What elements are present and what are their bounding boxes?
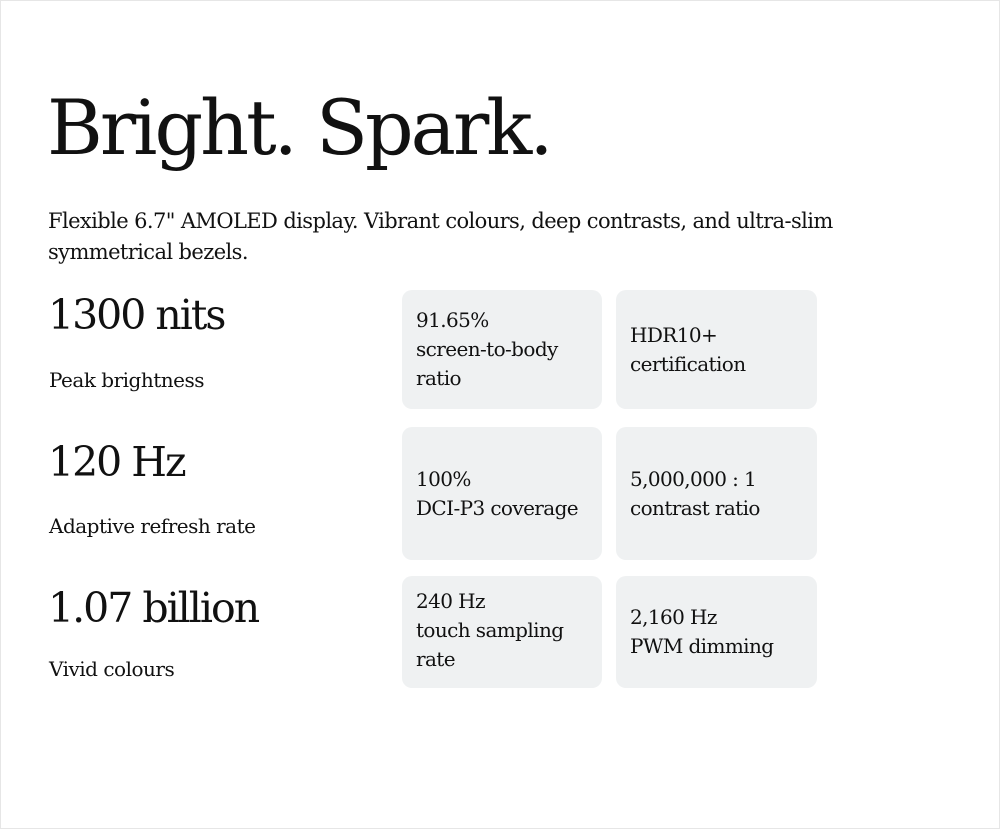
- stat-label-brightness: Peak brightness: [49, 368, 205, 392]
- spec-card-contrast: 5,000,000 : 1 contrast ratio: [616, 427, 817, 560]
- spec-card-text: 91.65% screen-to-body ratio: [416, 308, 558, 390]
- spec-card-screen-to-body: 91.65% screen-to-body ratio: [402, 290, 602, 409]
- spec-card-text: 5,000,000 : 1 contrast ratio: [630, 466, 760, 520]
- stat-label-colours: Vivid colours: [49, 657, 175, 681]
- spec-card-text: 2,160 Hz PWM dimming: [630, 605, 774, 658]
- spec-card-hdr: HDR10+ certification: [616, 290, 817, 409]
- stat-value-colours: 1.07 billion: [48, 584, 260, 632]
- stat-value-brightness: 1300 nits: [48, 291, 226, 339]
- spec-card-dci-p3: 100% DCI-P3 coverage: [402, 427, 602, 560]
- stat-label-refresh-rate: Adaptive refresh rate: [49, 514, 256, 538]
- page-title: Bright. Spark.: [47, 82, 554, 172]
- spec-card-touch-sampling: 240 Hz touch sampling rate: [402, 576, 602, 688]
- display-description: Flexible 6.7" AMOLED display. Vibrant co…: [48, 209, 833, 264]
- spec-card-text: 240 Hz touch sampling rate: [416, 589, 564, 671]
- spec-card-text: HDR10+ certification: [630, 322, 746, 376]
- stat-value-refresh-rate: 120 Hz: [48, 438, 187, 486]
- spec-card-pwm: 2,160 Hz PWM dimming: [616, 576, 817, 688]
- spec-card-text: 100% DCI-P3 coverage: [416, 466, 579, 520]
